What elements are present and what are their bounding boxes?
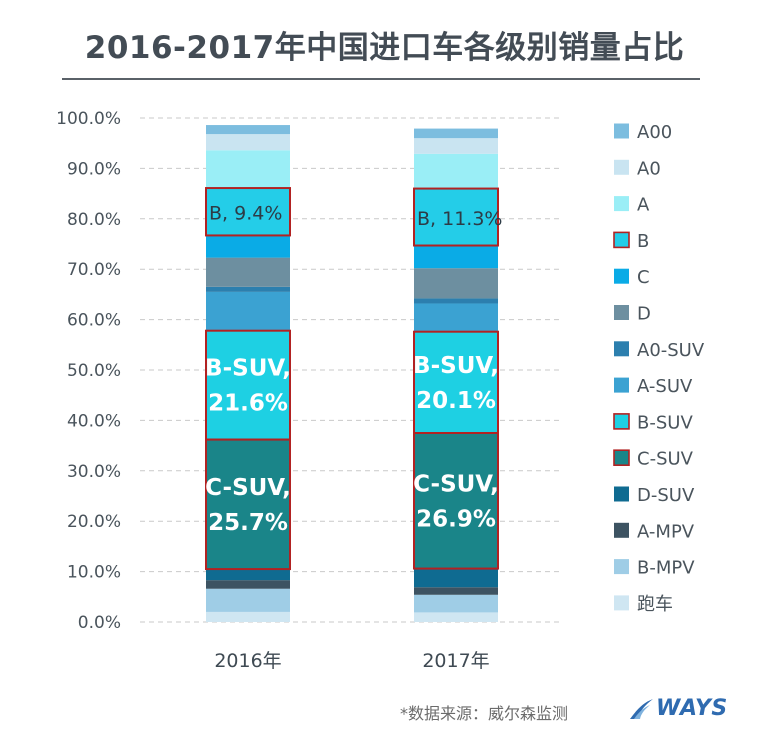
y-axis-ticks: 0.0% 10.0% 20.0% 30.0% 40.0% 50.0% 60.0% 70.0% 8… <box>56 109 121 633</box>
legend-swatch <box>613 413 630 430</box>
data-label: 21.6% <box>208 391 288 417</box>
data-label: C-SUV, <box>205 475 291 501</box>
title-divider <box>62 78 700 80</box>
legend-swatch <box>614 559 629 575</box>
y-tick-label: 20.0% <box>67 512 121 532</box>
highlight-box <box>205 187 291 237</box>
y-tick-label: 70.0% <box>67 260 121 280</box>
legend-label: D <box>637 304 651 325</box>
y-tick-label: 10.0% <box>67 563 121 583</box>
bar-segment <box>414 298 498 304</box>
data-label: 25.7% <box>208 510 288 536</box>
legend-swatch <box>614 341 629 357</box>
brand-swoosh-icon <box>630 698 653 719</box>
brand-name: WAYS <box>656 696 728 721</box>
bar-segment <box>414 331 498 433</box>
legend-label: C-SUV <box>637 449 694 470</box>
y-tick-label: 100.0% <box>56 109 121 129</box>
bar-segment <box>206 580 290 589</box>
legend-swatch <box>614 595 629 611</box>
bar-segment <box>414 188 498 246</box>
bar-segment <box>206 257 290 287</box>
legend-label: A0-SUV <box>637 340 705 361</box>
legend-swatch <box>614 522 629 538</box>
bar-segment <box>206 569 290 581</box>
data-label: B-SUV, <box>413 353 499 379</box>
bar-segment <box>206 439 290 570</box>
y-tick-label: 90.0% <box>67 159 121 179</box>
legend-label: A <box>637 195 650 216</box>
bar-segment <box>206 286 290 292</box>
data-label: 26.9% <box>416 506 496 532</box>
legend-label: B <box>637 231 649 252</box>
bar-segment <box>414 612 498 622</box>
bar-segment <box>206 125 290 135</box>
legend-label: 跑车 <box>637 594 673 615</box>
legend-label: A00 <box>637 122 672 143</box>
legend-label: B-SUV <box>637 412 693 433</box>
bar-segment <box>414 245 498 269</box>
legend-swatch <box>613 449 630 467</box>
bar-segment <box>414 153 498 189</box>
highlight-box <box>205 329 291 441</box>
legend-swatch <box>614 123 629 139</box>
y-tick-label: 0.0% <box>78 613 121 633</box>
annotations: C-SUV, 25.7% B-SUV, 21.6% B, 9.4% C-SUV, 26.9%… <box>205 187 502 571</box>
y-tick-label: 60.0% <box>67 311 121 331</box>
x-tick-label: 2017年 <box>422 650 489 672</box>
data-label: B, 11.3% <box>417 208 502 230</box>
bar-segment <box>414 138 498 154</box>
bar-segment <box>414 433 498 569</box>
legend-label: A-SUV <box>637 376 693 397</box>
highlight-box <box>413 330 499 435</box>
bar-segment <box>206 588 290 612</box>
bar-segment <box>206 611 290 622</box>
legend-swatch <box>614 196 629 212</box>
bar-segment <box>414 128 498 139</box>
legend-label: A0 <box>637 158 661 179</box>
bar-segment <box>414 303 498 332</box>
legend-label: C <box>637 267 650 288</box>
y-tick-label: 50.0% <box>67 361 121 381</box>
legend-swatch <box>614 486 629 502</box>
y-tick-label: 30.0% <box>67 462 121 482</box>
data-label: B, 9.4% <box>209 203 282 225</box>
data-label: C-SUV, <box>413 471 499 497</box>
x-axis-ticks: 2016年 2017年 <box>214 650 489 672</box>
legend-swatch <box>614 305 629 320</box>
y-tick-label: 80.0% <box>67 210 121 230</box>
legend-label: B-MPV <box>637 558 695 579</box>
data-source-note: *数据来源：威尔森监测 <box>400 704 569 723</box>
bar-segment <box>414 268 498 299</box>
data-label: B-SUV, <box>205 356 291 382</box>
legend-label: A-MPV <box>637 521 695 542</box>
bar-segment <box>206 188 290 236</box>
bar-segment <box>206 134 290 151</box>
data-label: 20.1% <box>416 388 496 414</box>
legend-swatch <box>614 268 629 284</box>
bar-segment <box>206 235 290 258</box>
bar-segment <box>206 291 290 331</box>
bars <box>206 125 498 622</box>
legend-swatch <box>614 159 629 175</box>
legend-swatch <box>613 231 630 249</box>
bar-segment <box>414 587 498 595</box>
brand-logo: WAYS <box>628 696 728 721</box>
gridlines <box>140 117 560 623</box>
bar-segment <box>206 330 290 440</box>
chart-title: 2016-2017年中国进口车各级别销量占比 <box>84 30 685 66</box>
legend-label: D-SUV <box>637 485 695 506</box>
bar-segment <box>414 594 498 613</box>
highlight-box <box>413 187 499 247</box>
bar-segment <box>414 568 498 588</box>
y-tick-label: 40.0% <box>67 411 121 431</box>
legend-swatch <box>614 377 629 393</box>
x-tick-label: 2016年 <box>214 650 281 672</box>
bar-segment <box>206 150 290 189</box>
